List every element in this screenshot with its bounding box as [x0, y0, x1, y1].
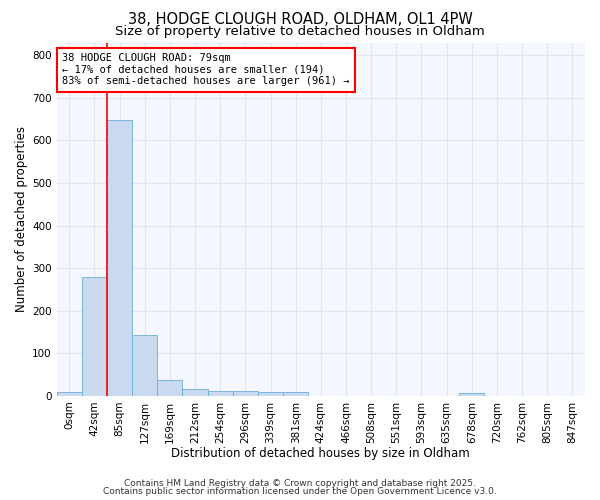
- Bar: [82, 278, 107, 396]
- Bar: [157, 380, 182, 396]
- X-axis label: Distribution of detached houses by size in Oldham: Distribution of detached houses by size …: [172, 447, 470, 460]
- Bar: [208, 391, 233, 396]
- Bar: [233, 391, 258, 396]
- Text: 38 HODGE CLOUGH ROAD: 79sqm
← 17% of detached houses are smaller (194)
83% of se: 38 HODGE CLOUGH ROAD: 79sqm ← 17% of det…: [62, 53, 349, 86]
- Text: 38, HODGE CLOUGH ROAD, OLDHAM, OL1 4PW: 38, HODGE CLOUGH ROAD, OLDHAM, OL1 4PW: [128, 12, 472, 28]
- Bar: [132, 335, 157, 396]
- Bar: [182, 388, 208, 396]
- Bar: [107, 120, 132, 396]
- Text: Contains HM Land Registry data © Crown copyright and database right 2025.: Contains HM Land Registry data © Crown c…: [124, 478, 476, 488]
- Text: Size of property relative to detached houses in Oldham: Size of property relative to detached ho…: [115, 25, 485, 38]
- Bar: [459, 394, 484, 396]
- Bar: [283, 392, 308, 396]
- Bar: [56, 392, 82, 396]
- Y-axis label: Number of detached properties: Number of detached properties: [15, 126, 28, 312]
- Text: Contains public sector information licensed under the Open Government Licence v3: Contains public sector information licen…: [103, 487, 497, 496]
- Bar: [258, 392, 283, 396]
